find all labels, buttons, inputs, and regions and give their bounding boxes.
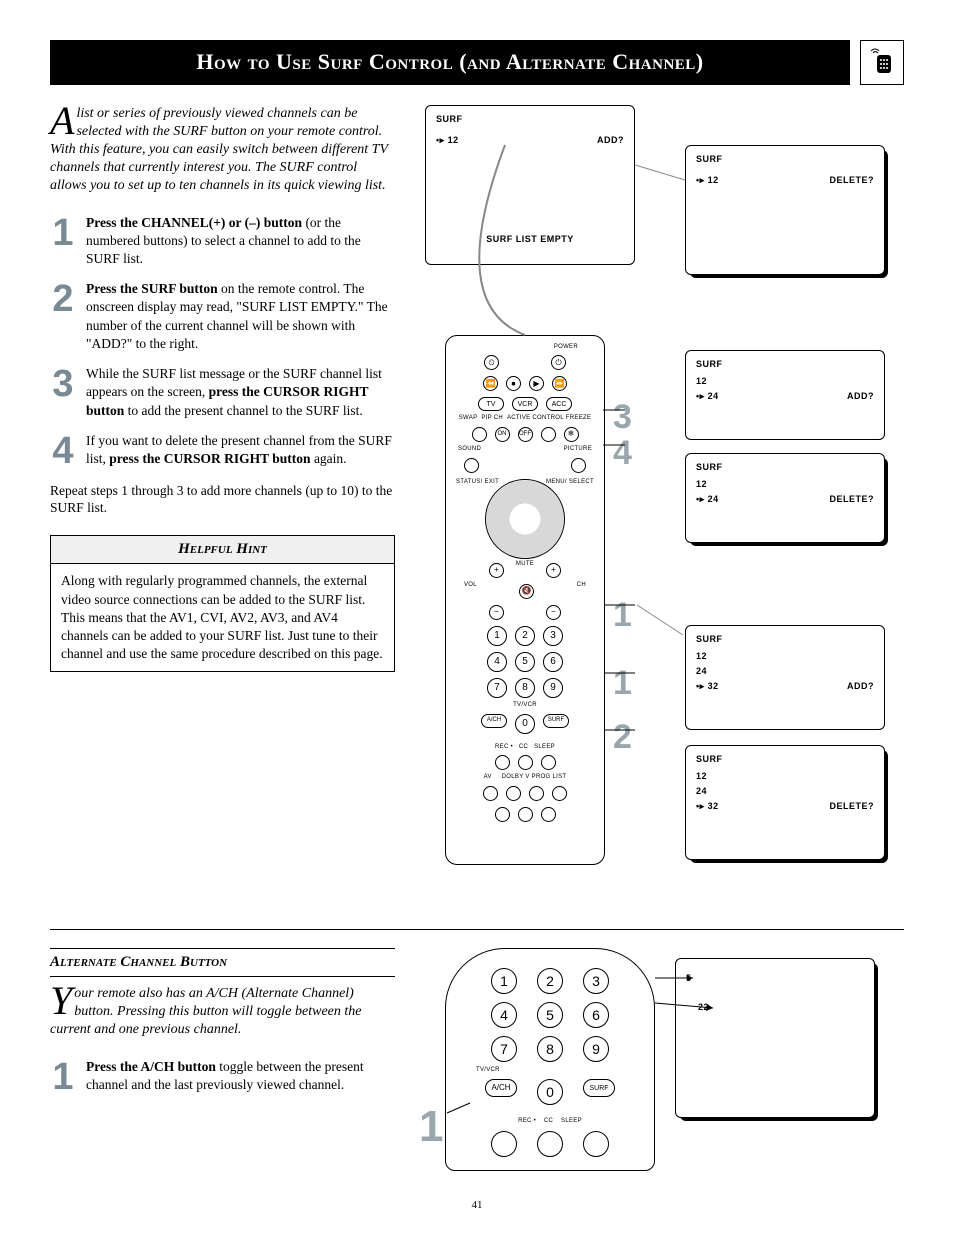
play-icon: ▶ <box>529 376 544 391</box>
nav-ring <box>485 479 565 559</box>
intro-text: Alist or series of previously viewed cha… <box>50 105 395 196</box>
ach-button-closeup: A/CH <box>485 1079 517 1097</box>
screen-add-12: SURF •▸ 12ADD? SURF LIST EMPTY <box>425 105 635 265</box>
alt-diagram: 123 456 789 TV/VCR A/CH0SURF REC • CC SL… <box>425 948 885 1188</box>
hint-body: Along with regularly programmed channels… <box>51 564 394 671</box>
step-num: 1 <box>50 214 76 269</box>
remote-icon <box>860 40 904 85</box>
remote-control: POWER ⏲⏻ ⏪⏹▶⏩ TVVCRACC SWAP PIP CH ACTIV… <box>445 335 605 865</box>
hint-title: Helpful Hint <box>51 536 394 565</box>
stop-icon: ⏹ <box>506 376 521 391</box>
vol-up: + <box>489 563 504 578</box>
helpful-hint-box: Helpful Hint Along with regularly progra… <box>50 535 395 673</box>
ch-up: + <box>546 563 561 578</box>
step-num: 4 <box>50 432 76 470</box>
screen-delete-12: SURF •▸ 12DELETE? <box>685 145 885 275</box>
dropcap: A <box>50 105 76 137</box>
step-text: Press the CHANNEL(+) or (–) button (or t… <box>86 214 395 269</box>
vol-down: − <box>489 605 504 620</box>
rewind-icon: ⏪ <box>483 376 498 391</box>
surf-button: SURF <box>543 714 569 728</box>
page-title: How to Use Surf Control (and Alternate C… <box>50 40 850 85</box>
alt-screen: 5 22 <box>675 958 875 1118</box>
step-text: Press the SURF button on the remote cont… <box>86 280 395 353</box>
screen-add-32: SURF 12 24 •▸ 32ADD? <box>685 625 885 730</box>
alt-callout-1: 1 <box>419 1098 443 1155</box>
callout-1b: 1 <box>613 661 632 705</box>
ch-down: − <box>546 605 561 620</box>
mute-icon: 🔇 <box>519 584 534 599</box>
ach-button: A/CH <box>481 714 507 728</box>
section-divider <box>50 929 904 930</box>
callout-1a: 1 <box>613 593 632 637</box>
screen-delete-24: SURF 12 •▸ 24DELETE? <box>685 453 885 543</box>
callout-4: 4 <box>613 431 632 475</box>
acc-button: ACC <box>546 397 572 411</box>
step-text: While the SURF list message or the SURF … <box>86 365 395 420</box>
screen-add-24: SURF 12 •▸ 24ADD? <box>685 350 885 440</box>
alt-step-num: 1 <box>50 1058 76 1096</box>
alt-channel-title: Alternate Channel Button <box>50 948 395 978</box>
tv-button: TV <box>478 397 504 411</box>
screen-delete-32: SURF 12 24 •▸ 32DELETE? <box>685 745 885 860</box>
callout-2: 2 <box>613 715 632 759</box>
power-icon: ⏻ <box>551 355 566 370</box>
vcr-button: VCR <box>512 397 538 411</box>
page-number: 41 <box>50 1198 904 1212</box>
keypad-closeup: 123 456 789 TV/VCR A/CH0SURF REC • CC SL… <box>445 948 655 1172</box>
surf-diagram: SURF •▸ 12ADD? SURF LIST EMPTY SURF •▸ 1… <box>425 105 885 905</box>
step-num: 3 <box>50 365 76 420</box>
clock-icon: ⏲ <box>484 355 499 370</box>
step-num: 2 <box>50 280 76 353</box>
alt-intro: Your remote also has an A/CH (Alternate … <box>50 985 395 1040</box>
ffwd-icon: ⏩ <box>552 376 567 391</box>
alt-step-text: Press the A/CH button toggle between the… <box>86 1058 395 1096</box>
step-text: If you want to delete the present channe… <box>86 432 395 470</box>
repeat-note: Repeat steps 1 through 3 to add more cha… <box>50 482 395 517</box>
